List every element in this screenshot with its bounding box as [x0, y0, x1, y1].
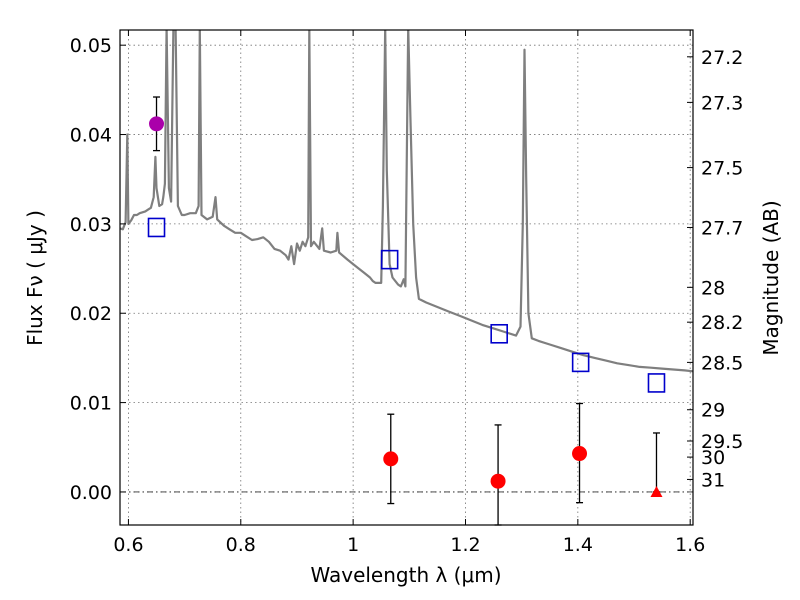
grid: [120, 30, 693, 525]
upper-limit-marker: [650, 485, 663, 497]
markers-layer: [147, 96, 666, 526]
series-layer: [120, 30, 693, 373]
y-tick-label: 0.05: [70, 35, 112, 57]
y-tick-label: 0.00: [70, 482, 112, 504]
right-tick-label: 27.3: [701, 92, 743, 114]
axis-tick-labels: 0.6 0.8 1 1.2 1.4 1.6 0.00 0.01 0.02 0.03 0.04 0.05…: [70, 35, 744, 556]
flux-point: [572, 446, 588, 462]
x-tick-label: 0.8: [226, 534, 256, 556]
x-tick-label: 1: [347, 534, 359, 556]
x-tick-label: 1.6: [675, 534, 705, 556]
right-tick-label: 29.5: [701, 431, 743, 453]
photometry-square: [147, 217, 166, 238]
model-spectrum-line: [120, 30, 693, 373]
flux-point: [149, 116, 165, 132]
y-axis-label: Flux Fν ( μJy ): [23, 210, 47, 346]
plot-frame: [119, 29, 694, 526]
right-tick-label: 28: [701, 277, 725, 299]
x-axis-label: Wavelength λ (μm): [310, 563, 501, 587]
axis-ticks: [120, 30, 693, 525]
y-tick-label: 0.01: [70, 393, 112, 415]
x-tick-label: 1.2: [450, 534, 480, 556]
flux-point: [490, 473, 506, 489]
photometry-square: [490, 323, 508, 344]
right-axis-label: Magnitude (AB): [759, 200, 783, 355]
right-tick-label: 29: [701, 400, 725, 422]
y-tick-label: 0.04: [70, 125, 112, 147]
right-tick-label: 28.5: [701, 352, 743, 374]
photometry-square: [380, 249, 399, 270]
photometry-square: [571, 352, 590, 373]
right-tick-label: 30: [701, 447, 725, 469]
y-tick-label: 0.02: [70, 303, 112, 325]
right-tick-label: 27.5: [701, 158, 743, 180]
y-tick-label: 0.03: [70, 214, 112, 236]
right-tick-label: 27.2: [701, 47, 743, 69]
photometry-square: [647, 373, 666, 393]
right-tick-label: 28.2: [701, 312, 743, 334]
x-tick-label: 1.4: [563, 534, 593, 556]
flux-point: [383, 451, 399, 467]
right-tick-label: 31: [701, 469, 725, 491]
x-tick-label: 0.6: [113, 534, 143, 556]
right-tick-label: 27.7: [701, 217, 743, 239]
